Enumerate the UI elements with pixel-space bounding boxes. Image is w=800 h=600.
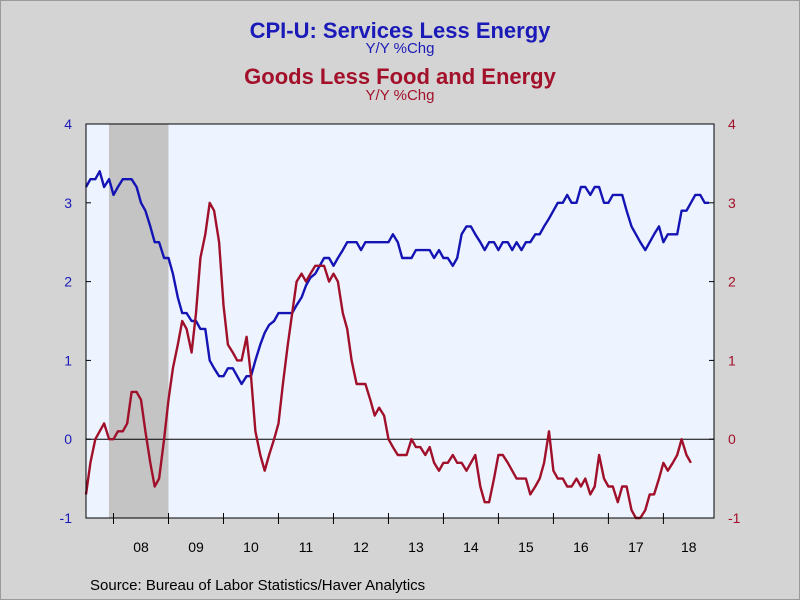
x-tick-label: 17 [628,539,644,555]
x-tick-label: 09 [188,539,204,555]
x-axis: 08 09 10 11 12 13 14 15 16 17 18 [112,513,697,555]
chart-subtitle-goods: Y/Y %Chg [365,87,435,104]
x-tick-label: 14 [463,539,479,555]
series-line-services [84,170,710,386]
x-tick-label: 12 [353,539,369,555]
x-tick-label: 15 [518,539,534,555]
series-layer [84,170,710,520]
x-tick-label: 13 [408,539,424,555]
left-tick-label: 2 [64,274,72,290]
right-tick-label: 1 [728,352,736,368]
x-tick-label: 16 [573,539,589,555]
source-note: Source: Bureau of Labor Statistics/Haver… [90,577,426,594]
plot-border [85,123,715,519]
right-tick-label: 3 [728,195,736,211]
chart-title-services: CPI-U: Services Less Energy [249,18,551,43]
chart-title-goods: Goods Less Food and Energy [244,64,556,89]
left-tick-label: 4 [64,116,72,132]
right-tick-label: 2 [728,274,736,290]
right-tick-label: 0 [728,431,736,447]
x-tick-label: 18 [681,539,697,555]
right-tick-label: 4 [728,116,736,132]
recession-shading [108,124,169,518]
left-tick-label: 0 [64,431,72,447]
plot-area [86,124,714,518]
x-tick-label: 11 [299,539,314,555]
series-line-goods [84,201,692,520]
x-tick-label: 08 [133,539,149,555]
left-tick-label: 1 [64,352,72,368]
left-tick-label: -1 [60,510,73,526]
chart-subtitle-services: Y/Y %Chg [365,40,435,57]
x-tick-label: 10 [243,539,259,555]
left-tick-label: 3 [64,195,72,211]
right-tick-label: -1 [728,510,741,526]
